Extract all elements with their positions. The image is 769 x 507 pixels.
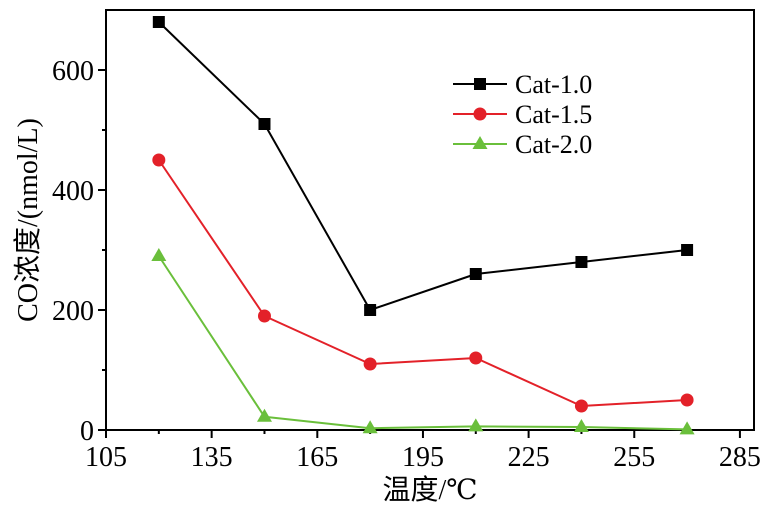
cat-2-0-point: [679, 421, 695, 435]
x-axis-title: 温度/℃: [382, 474, 477, 506]
x-tick-label: 135: [191, 442, 233, 473]
cat-2-0-point: [468, 418, 484, 432]
y-tick-label: 400: [52, 176, 94, 207]
x-tick-label: 225: [508, 442, 550, 473]
cat-1-5-point: [363, 357, 377, 371]
cat-1-0-point: [258, 118, 271, 130]
cat-2-0-line: [157, 255, 688, 431]
cat-1-5-point: [574, 399, 588, 413]
cat-1-0-point: [152, 16, 165, 28]
cat-2-0-point: [573, 419, 589, 432]
cat-1-5-line: [157, 159, 688, 407]
cat-1-5-point: [257, 309, 271, 323]
legend-cat-1-0-marker: [474, 78, 486, 90]
y-tick-label: 0: [80, 416, 94, 447]
x-tick-label: 195: [402, 442, 444, 473]
legend-cat-1-5-label: Cat-1.5: [515, 100, 592, 129]
y-tick-label: 600: [52, 56, 94, 87]
cat-1-5-point: [152, 153, 166, 167]
y-axis-title: CO浓度/(nmol/L): [12, 118, 44, 322]
cat-1-0-point: [575, 256, 588, 268]
legend-cat-1-0-label: Cat-1.0: [515, 70, 592, 99]
cat-2-0-point: [256, 408, 272, 422]
legend-cat-2-0-label: Cat-2.0: [515, 130, 592, 159]
cat-1-0-point: [364, 304, 377, 316]
x-tick-label: 255: [613, 442, 655, 473]
plot-area: 105 135 165 195 225 255 285 0 200 400 600: [52, 9, 761, 473]
cat-1-0-point: [681, 244, 694, 256]
plot-frame: [105, 9, 755, 431]
y-tick-label: 200: [52, 296, 94, 327]
legend-cat-2-0-marker: [472, 136, 488, 149]
legend-cat-1-5-marker: [473, 107, 487, 121]
x-tick-label: 105: [85, 442, 127, 473]
cat-1-5-point: [680, 393, 694, 407]
x-tick-label: 165: [296, 442, 338, 473]
cat-1-0-line: [158, 21, 688, 311]
cat-1-5-point: [469, 351, 483, 365]
cat-1-0-point: [469, 268, 482, 280]
cat-2-0-point: [151, 248, 167, 261]
cat-2-0-point: [362, 420, 378, 434]
x-tick-label: 285: [719, 442, 761, 473]
